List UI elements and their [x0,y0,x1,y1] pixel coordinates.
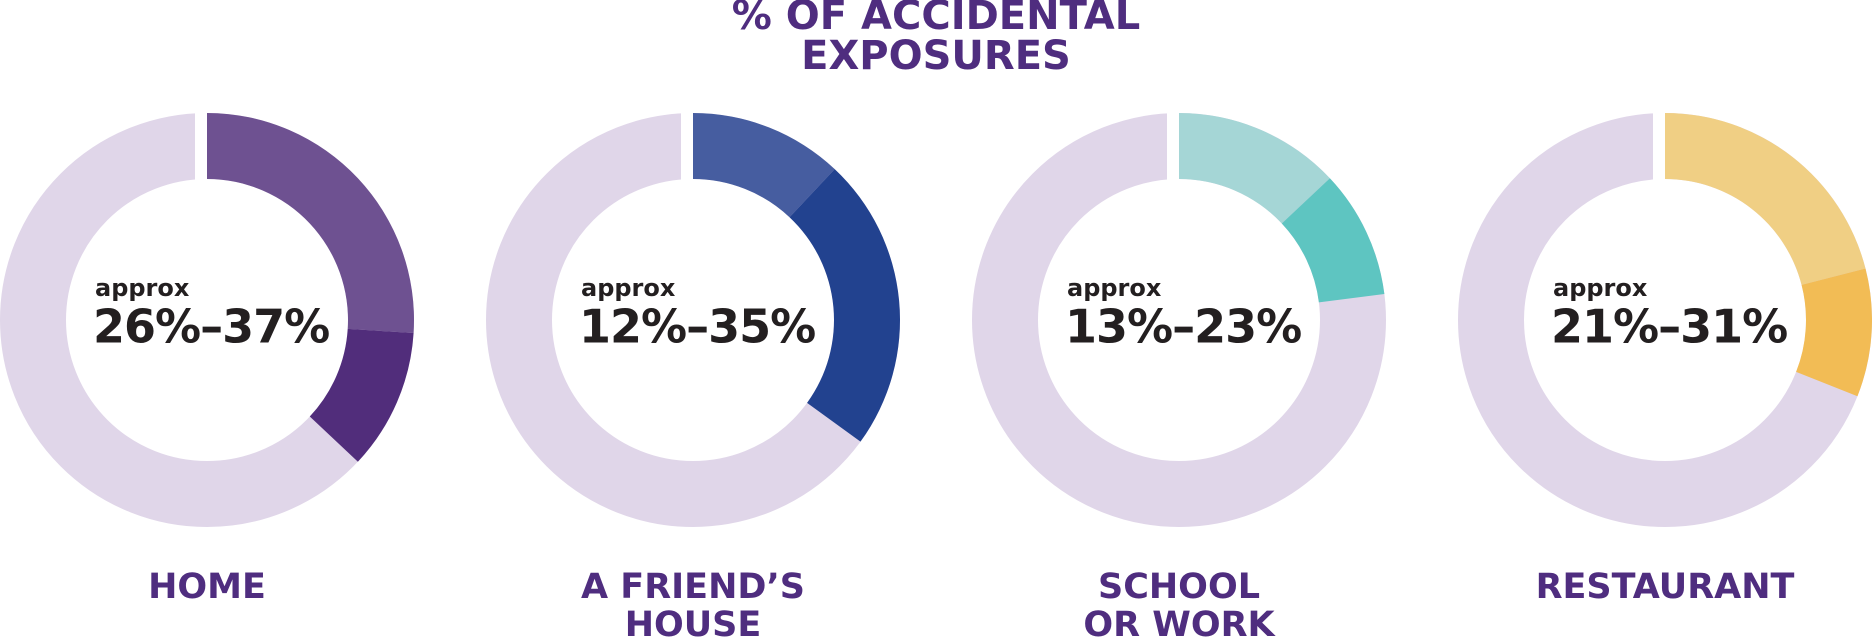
title-line: % OF ACCIDENTAL [732,0,1140,39]
range-label: 12%–35% [579,300,815,354]
category-label: OR WORK [1083,605,1276,641]
prefix: approx [581,274,676,302]
range-segment [1281,178,1385,303]
prefix: approx [1067,274,1162,302]
low-segment [1179,113,1330,224]
range-label: 21%–31% [1551,300,1787,354]
category-label: HOUSE [625,605,762,641]
range-label: 26%–37% [93,300,329,354]
range-segment [1796,268,1872,397]
prefix: approx [1553,274,1648,302]
title-line: EXPOSURES [801,33,1071,79]
range-label: 13%–23% [1065,300,1301,354]
low-segment [207,113,414,333]
category-label: SCHOOL [1098,567,1260,607]
low-segment [693,113,835,218]
category-label: RESTAURANT [1536,567,1795,607]
low-segment [1665,113,1866,285]
range-segment [789,169,900,442]
category-label: A FRIEND’S [581,567,805,607]
category-label: HOME [148,567,266,607]
prefix: approx [95,274,190,302]
range-segment [309,328,414,462]
